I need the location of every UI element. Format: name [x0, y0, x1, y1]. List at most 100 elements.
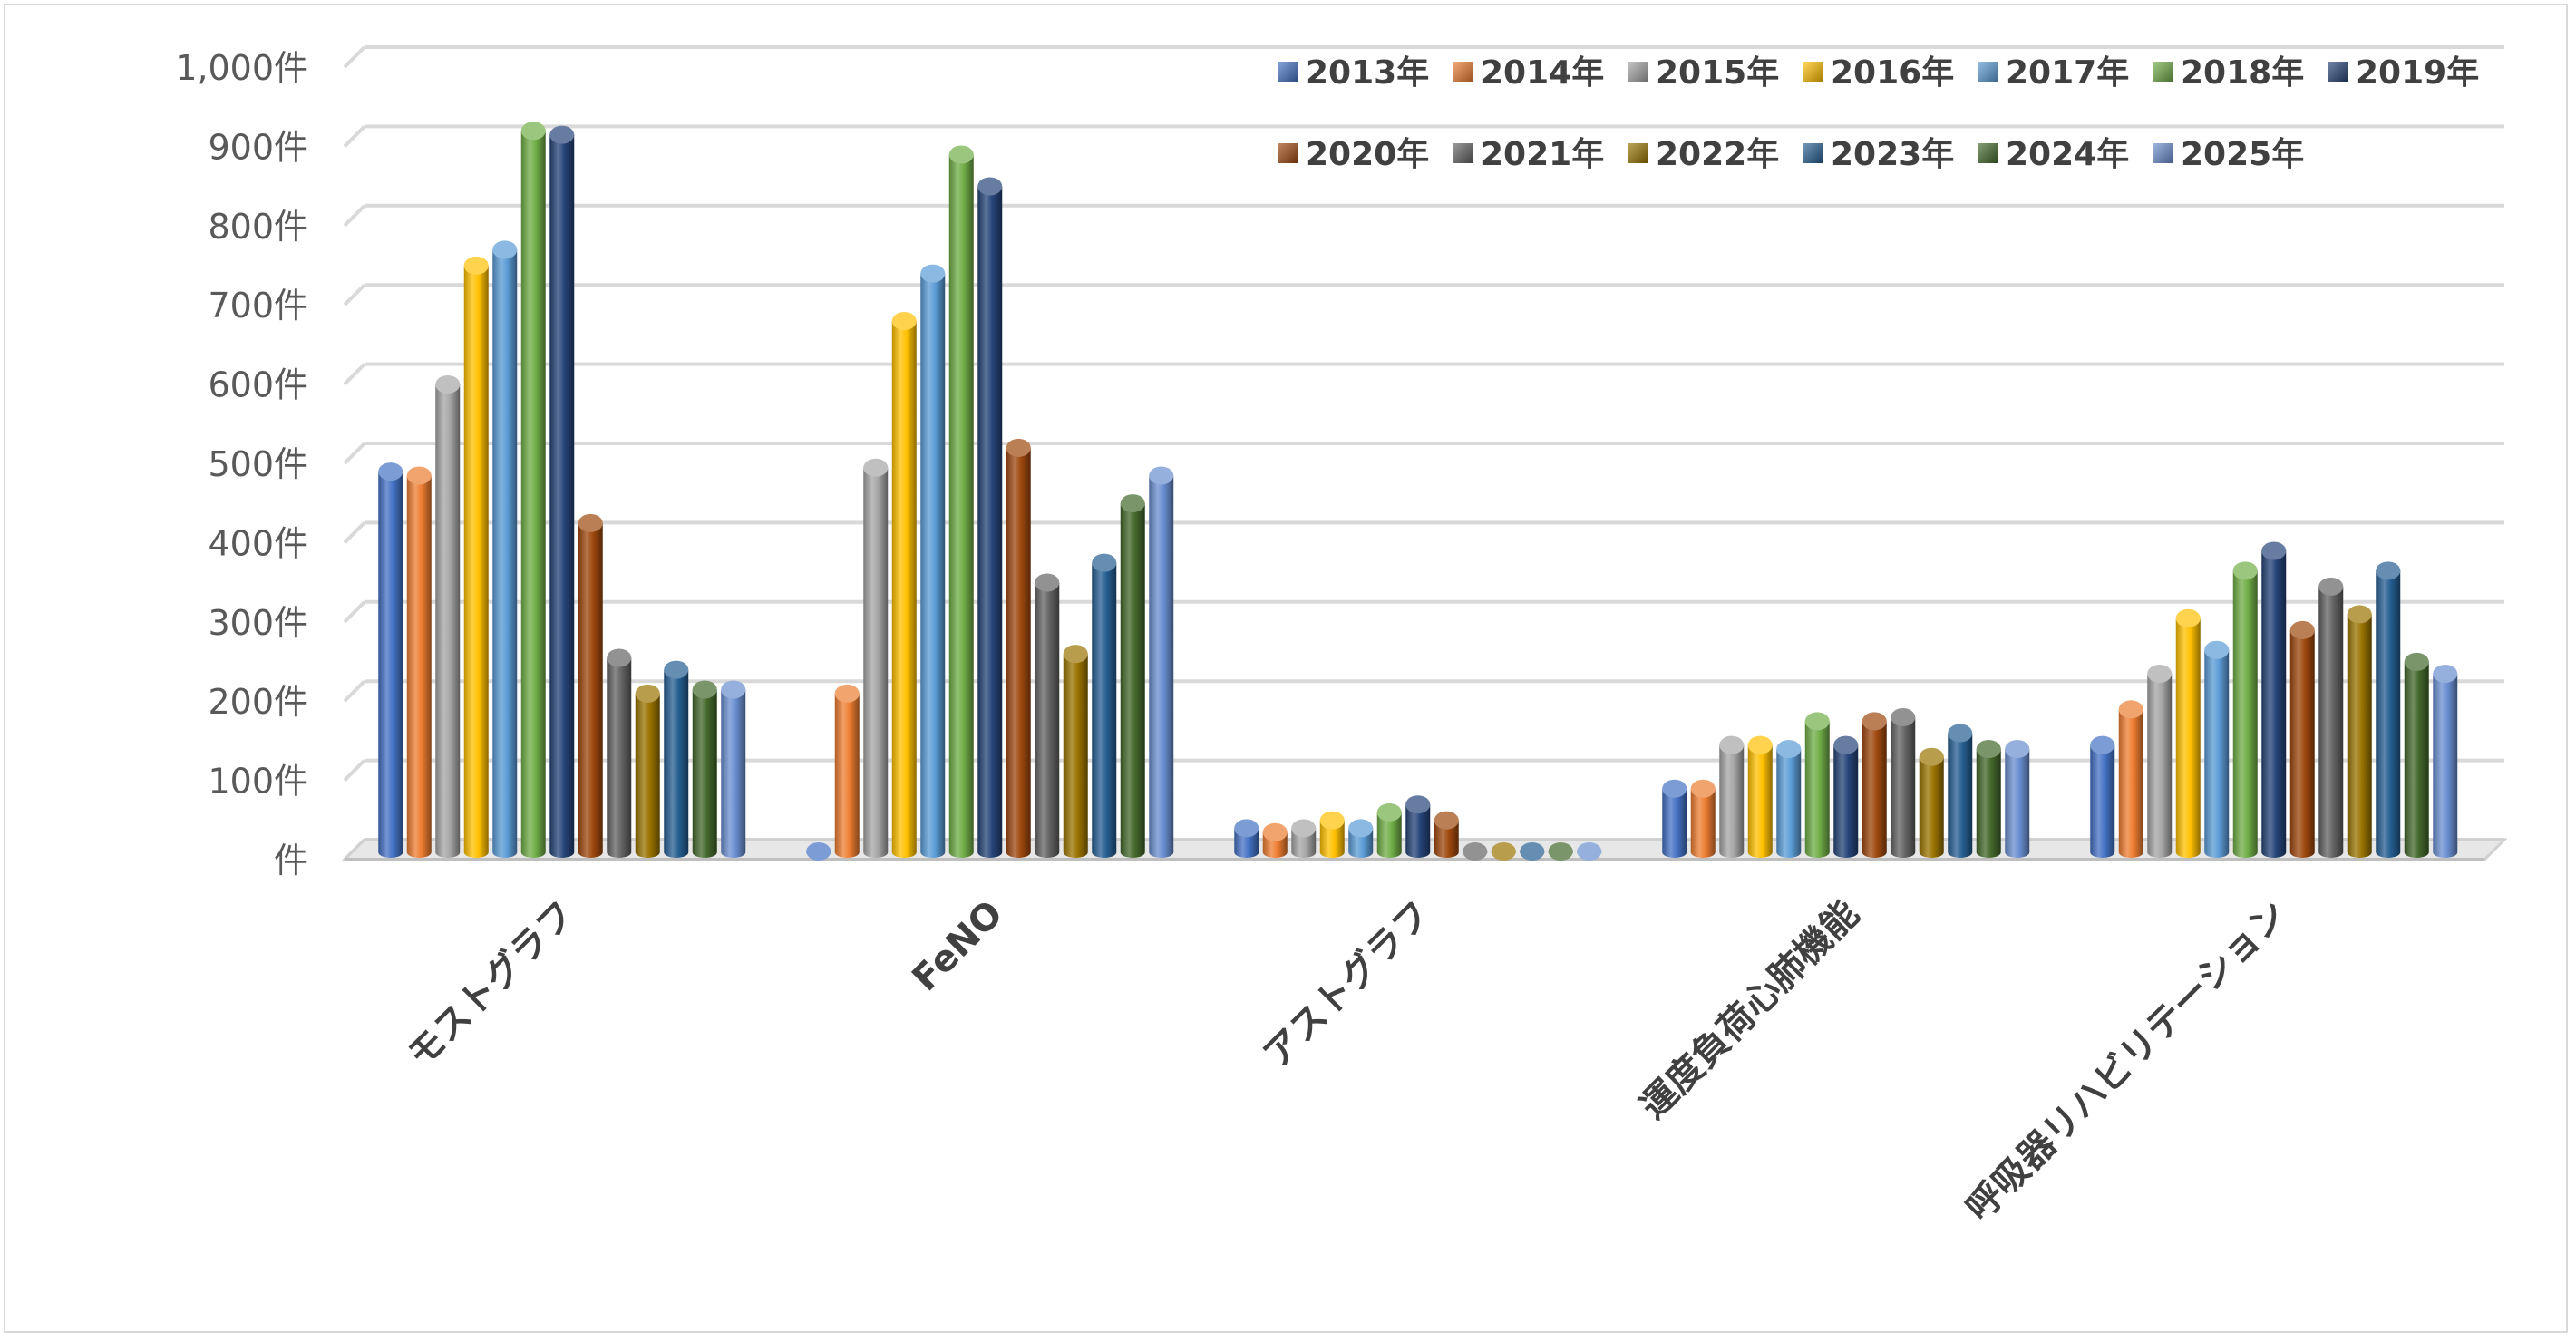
bar-body [2232, 570, 2258, 858]
bar-body [1948, 733, 1973, 858]
bar [1006, 438, 1031, 858]
bar-body [1862, 721, 1887, 858]
y-tick-label: 700件 [208, 286, 308, 326]
y-tick-label: 300件 [208, 603, 308, 643]
bar-top [1976, 740, 2001, 759]
bar-top [1862, 712, 1887, 731]
gridline-side [343, 679, 366, 703]
bar-top [1463, 842, 1488, 861]
legend-item: 2024年 [1978, 136, 2129, 173]
bar-body [891, 321, 917, 858]
bar-top [1662, 779, 1687, 798]
bar-body [948, 154, 974, 858]
bar-top [1948, 724, 1973, 743]
legend-swatch [1803, 62, 1823, 82]
y-tick-label: 900件 [208, 127, 308, 167]
gridline-side [343, 283, 366, 306]
legend: 2013年 2014年 2015年 2016年 2017年 2018年 2019年 2020年… [1278, 54, 2479, 173]
x-category-label: FeNO [904, 893, 1011, 1000]
bar-body [2376, 570, 2401, 858]
bar-top [2318, 577, 2344, 596]
bar [1862, 712, 1887, 858]
bar-body [2433, 673, 2458, 858]
x-category-label: アストグラフ [1256, 893, 1439, 1076]
bar-body [463, 265, 489, 858]
bar-body [2147, 673, 2173, 858]
legend-item: 2017年 [1978, 54, 2129, 92]
bar-top [1520, 842, 1545, 861]
legend-swatch [1453, 143, 1473, 163]
y-tick-label: 1,000件 [175, 48, 308, 88]
legend-label: 2022年 [1656, 136, 1779, 173]
bar-top [607, 648, 632, 667]
gridline-side [343, 45, 366, 69]
bar-body [1919, 756, 1944, 858]
bar-top [1719, 735, 1745, 754]
bar-top [1919, 747, 1944, 766]
legend-label: 2014年 [1481, 54, 1604, 92]
legend-item: 2013年 [1278, 54, 1429, 92]
y-tick-label: 500件 [208, 444, 308, 484]
bar-body [1120, 503, 1145, 858]
bar [1092, 553, 1117, 858]
bar [2005, 740, 2030, 858]
y-tick-label: 600件 [208, 365, 308, 405]
bar-top [920, 264, 946, 283]
bar [1747, 735, 1773, 858]
bar-body [1804, 721, 1830, 858]
bar [1120, 494, 1145, 858]
legend-item: 2019年 [2328, 54, 2479, 92]
bar-body [1690, 788, 1716, 858]
bar-top [2175, 608, 2201, 627]
bar-top [549, 125, 575, 144]
bar-top [2347, 605, 2372, 624]
bar [1035, 573, 1060, 858]
bar [1548, 842, 1573, 861]
x-category-label: 運度負荷心肺機能 [1632, 893, 1867, 1128]
bar-top [2118, 700, 2143, 719]
bar [1577, 842, 1602, 861]
bar-top [2376, 561, 2401, 580]
bar-top [1234, 819, 1259, 838]
gridline-side [343, 759, 366, 783]
bar-top [2232, 561, 2258, 580]
legend-label: 2019年 [2356, 54, 2479, 92]
y-axis: 件 100件 200件 300件 400件 500件 600件 700件 800件 900件 1,0… [175, 48, 308, 880]
bar-top [1776, 740, 1802, 759]
bar-body [2318, 586, 2344, 858]
bar-body [1833, 744, 1859, 858]
bar-body [635, 693, 660, 858]
bar [2147, 664, 2173, 858]
x-category-label: 呼吸器リハビリテーション [1959, 893, 2295, 1230]
bar-body [1719, 744, 1745, 858]
bar [1804, 712, 1830, 858]
bar [1463, 842, 1488, 861]
bar [1434, 811, 1459, 858]
bar-top [1120, 494, 1145, 513]
bar [1719, 735, 1745, 858]
bar-top [1291, 819, 1317, 838]
bar [1520, 842, 1545, 861]
bar [806, 842, 831, 861]
bar [635, 684, 660, 858]
legend-swatch [2153, 143, 2173, 163]
legend-label: 2016年 [1831, 54, 1954, 92]
gridline-side [343, 600, 366, 624]
bar-body [1405, 804, 1431, 858]
bar-top [1577, 842, 1602, 861]
legend-swatch [1628, 62, 1648, 82]
bar-top [2289, 620, 2315, 639]
bar [2433, 664, 2458, 858]
bar [721, 680, 746, 858]
bar [2376, 561, 2401, 858]
bar-body [692, 689, 717, 858]
bar-top [834, 684, 860, 703]
bar [549, 125, 575, 858]
bar [492, 240, 518, 858]
bar [2261, 541, 2287, 858]
bar [2289, 620, 2315, 858]
bar-top [378, 462, 403, 481]
x-category-label: モストグラフ [400, 893, 583, 1076]
bar [2204, 640, 2230, 858]
